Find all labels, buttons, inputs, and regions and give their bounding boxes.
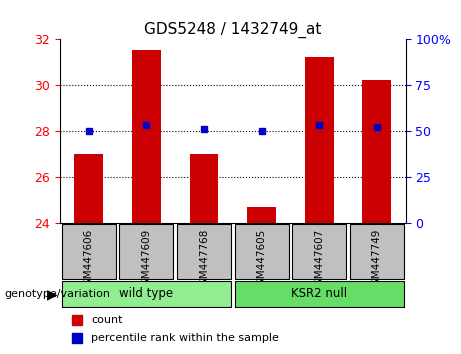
Text: GSM447609: GSM447609 <box>142 229 151 292</box>
Bar <box>305 57 334 223</box>
FancyBboxPatch shape <box>350 224 404 279</box>
Title: GDS5248 / 1432749_at: GDS5248 / 1432749_at <box>144 21 321 38</box>
FancyBboxPatch shape <box>62 281 231 307</box>
Text: wild type: wild type <box>119 287 173 300</box>
Text: GSM447606: GSM447606 <box>84 229 94 292</box>
Text: GSM447768: GSM447768 <box>199 229 209 292</box>
FancyBboxPatch shape <box>235 281 404 307</box>
Bar <box>247 207 276 223</box>
Bar <box>132 50 161 223</box>
FancyBboxPatch shape <box>177 224 231 279</box>
Bar <box>74 154 103 223</box>
Text: KSR2 null: KSR2 null <box>291 287 347 300</box>
Text: ▶: ▶ <box>47 287 58 301</box>
Text: count: count <box>91 315 123 325</box>
FancyBboxPatch shape <box>292 224 346 279</box>
Text: GSM447605: GSM447605 <box>257 229 266 292</box>
FancyBboxPatch shape <box>62 224 116 279</box>
Bar <box>189 154 219 223</box>
Text: percentile rank within the sample: percentile rank within the sample <box>91 333 279 343</box>
FancyBboxPatch shape <box>235 224 289 279</box>
Text: genotype/variation: genotype/variation <box>5 289 111 299</box>
Text: GSM447749: GSM447749 <box>372 229 382 292</box>
Text: GSM447607: GSM447607 <box>314 229 324 292</box>
Bar <box>362 80 391 223</box>
FancyBboxPatch shape <box>119 224 173 279</box>
